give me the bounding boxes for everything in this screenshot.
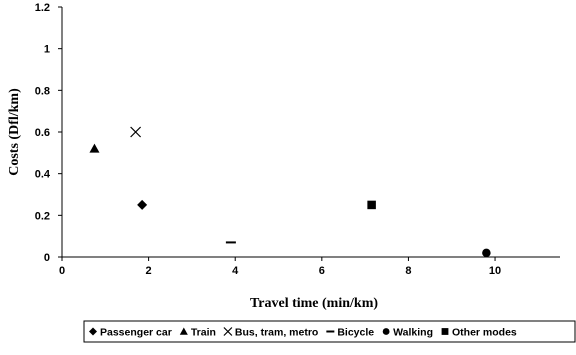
y-tick-label: 0.4: [35, 169, 51, 181]
data-point-walking: [482, 248, 491, 258]
legend-marker-bus-tram-metro: [223, 327, 233, 336]
x-tick-label: 2: [146, 265, 152, 277]
y-tick-label: 1.2: [35, 2, 50, 14]
y-axis-title: Costs (Dfl/km): [7, 88, 22, 176]
x-axis-title: Travel time (min/km): [250, 296, 378, 311]
x-tick-label: 8: [405, 265, 411, 277]
y-tick-label: 0: [44, 252, 50, 264]
y-tick-label: 0.2: [35, 210, 50, 222]
x-tick-label: 4: [232, 265, 239, 277]
legend-label-passenger-car: Passenger car: [100, 327, 172, 339]
x-tick-label: 0: [59, 265, 65, 277]
data-point-train: [89, 143, 100, 153]
y-tick-label: 1: [44, 44, 50, 56]
legend-label-bus-tram-metro: Bus, tram, metro: [235, 327, 318, 339]
data-point-other-modes: [367, 200, 376, 210]
x-tick-label: 10: [489, 265, 501, 277]
legend-marker-passenger-car: [89, 327, 97, 336]
legend-marker-walking: [382, 328, 390, 335]
legend-label-bicycle: Bicycle: [337, 327, 374, 339]
data-point-passenger-car: [137, 199, 148, 210]
legend-label-walking: Walking: [393, 327, 433, 339]
legend-marker-train: [179, 327, 188, 335]
legend-marker-other-modes: [441, 328, 449, 335]
x-tick-label: 6: [319, 265, 325, 277]
y-tick-label: 0.6: [35, 127, 50, 139]
data-point-bus-tram-metro: [130, 126, 142, 138]
legend-label-train: Train: [191, 327, 216, 339]
legend-label-other-modes: Other modes: [452, 327, 517, 339]
y-tick-label: 0.8: [35, 85, 50, 97]
